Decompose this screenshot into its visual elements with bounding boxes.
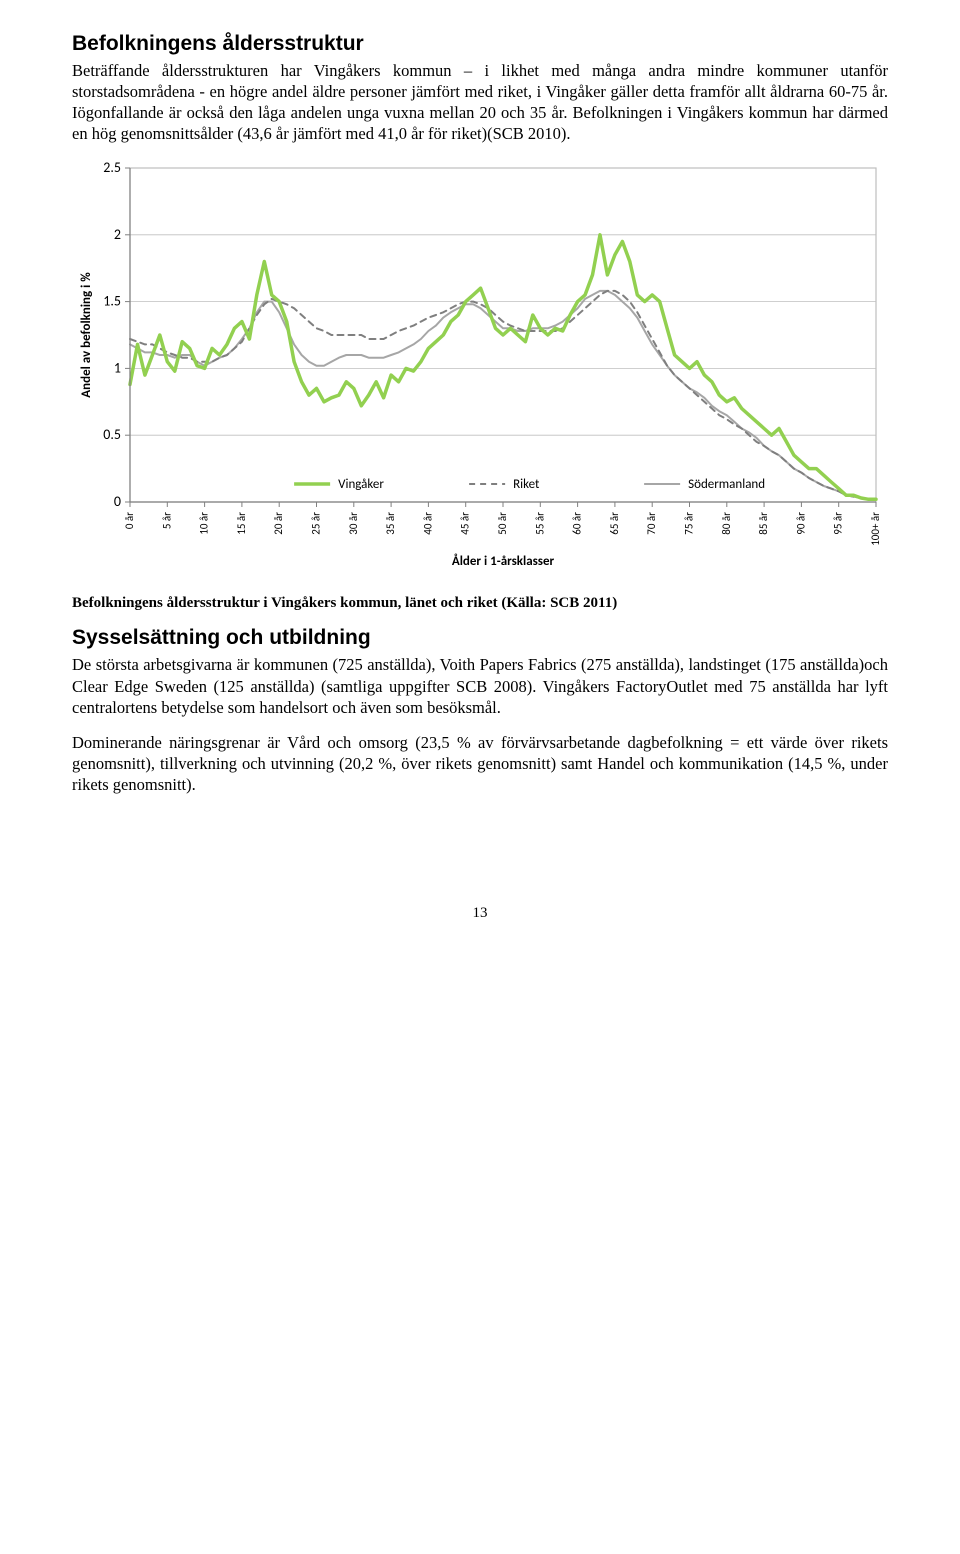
heading-employment: Sysselsättning och utbildning <box>72 626 888 650</box>
svg-text:10 år: 10 år <box>198 512 211 535</box>
svg-text:0.5: 0.5 <box>103 427 121 444</box>
svg-text:40 år: 40 år <box>421 512 434 535</box>
svg-text:65 år: 65 år <box>608 512 621 535</box>
svg-text:2.5: 2.5 <box>103 159 121 176</box>
svg-text:Södermanland: Södermanland <box>688 477 765 492</box>
para-employment-1: De största arbetsgivarna är kommunen (72… <box>72 654 888 717</box>
svg-text:70 år: 70 år <box>645 512 658 535</box>
age-chart-svg: 0 0.5 1 1.5 2 2.5 Andel av befolkning i % 0 år 5… <box>72 158 888 588</box>
svg-text:20 år: 20 år <box>272 512 285 535</box>
svg-text:15 år: 15 år <box>235 512 248 535</box>
svg-text:Ålder i 1-årsklasser: Ålder i 1-årsklasser <box>452 553 555 569</box>
svg-text:1.5: 1.5 <box>103 293 121 310</box>
age-chart: 0 0.5 1 1.5 2 2.5 Andel av befolkning i % 0 år 5… <box>72 158 888 593</box>
svg-text:50 år: 50 år <box>496 512 509 535</box>
svg-text:45 år: 45 år <box>459 512 472 535</box>
heading-age-structure: Befolkningens åldersstruktur <box>72 32 888 56</box>
svg-text:55 år: 55 år <box>533 512 546 535</box>
svg-text:90 år: 90 år <box>794 512 807 535</box>
svg-text:25 år: 25 år <box>310 512 323 535</box>
svg-text:0 år: 0 år <box>123 512 136 529</box>
svg-text:1: 1 <box>114 360 121 377</box>
svg-text:0: 0 <box>114 493 121 510</box>
para-age-structure: Beträffande åldersstrukturen har Vingåke… <box>72 60 888 144</box>
svg-text:95 år: 95 år <box>832 512 845 535</box>
svg-text:Riket: Riket <box>513 477 540 492</box>
svg-text:60 år: 60 år <box>571 512 584 535</box>
chart-caption: Befolkningens åldersstruktur i Vingåkers… <box>72 595 888 612</box>
page-number: 13 <box>72 905 888 922</box>
svg-text:75 år: 75 år <box>683 512 696 535</box>
svg-text:85 år: 85 år <box>757 512 770 535</box>
svg-text:Andel av befolkning i %: Andel av befolkning i % <box>79 272 94 398</box>
svg-text:80 år: 80 år <box>720 512 733 535</box>
svg-text:100+ år: 100+ år <box>869 512 882 546</box>
svg-text:35 år: 35 år <box>384 512 397 535</box>
svg-text:2: 2 <box>114 226 121 243</box>
svg-text:30 år: 30 år <box>347 512 360 535</box>
svg-text:5 år: 5 år <box>160 512 173 529</box>
page: Befolkningens åldersstruktur Beträffande… <box>0 0 960 962</box>
para-employment-2: Dominerande näringsgrenar är Vård och om… <box>72 732 888 795</box>
svg-text:Vingåker: Vingåker <box>338 477 384 492</box>
